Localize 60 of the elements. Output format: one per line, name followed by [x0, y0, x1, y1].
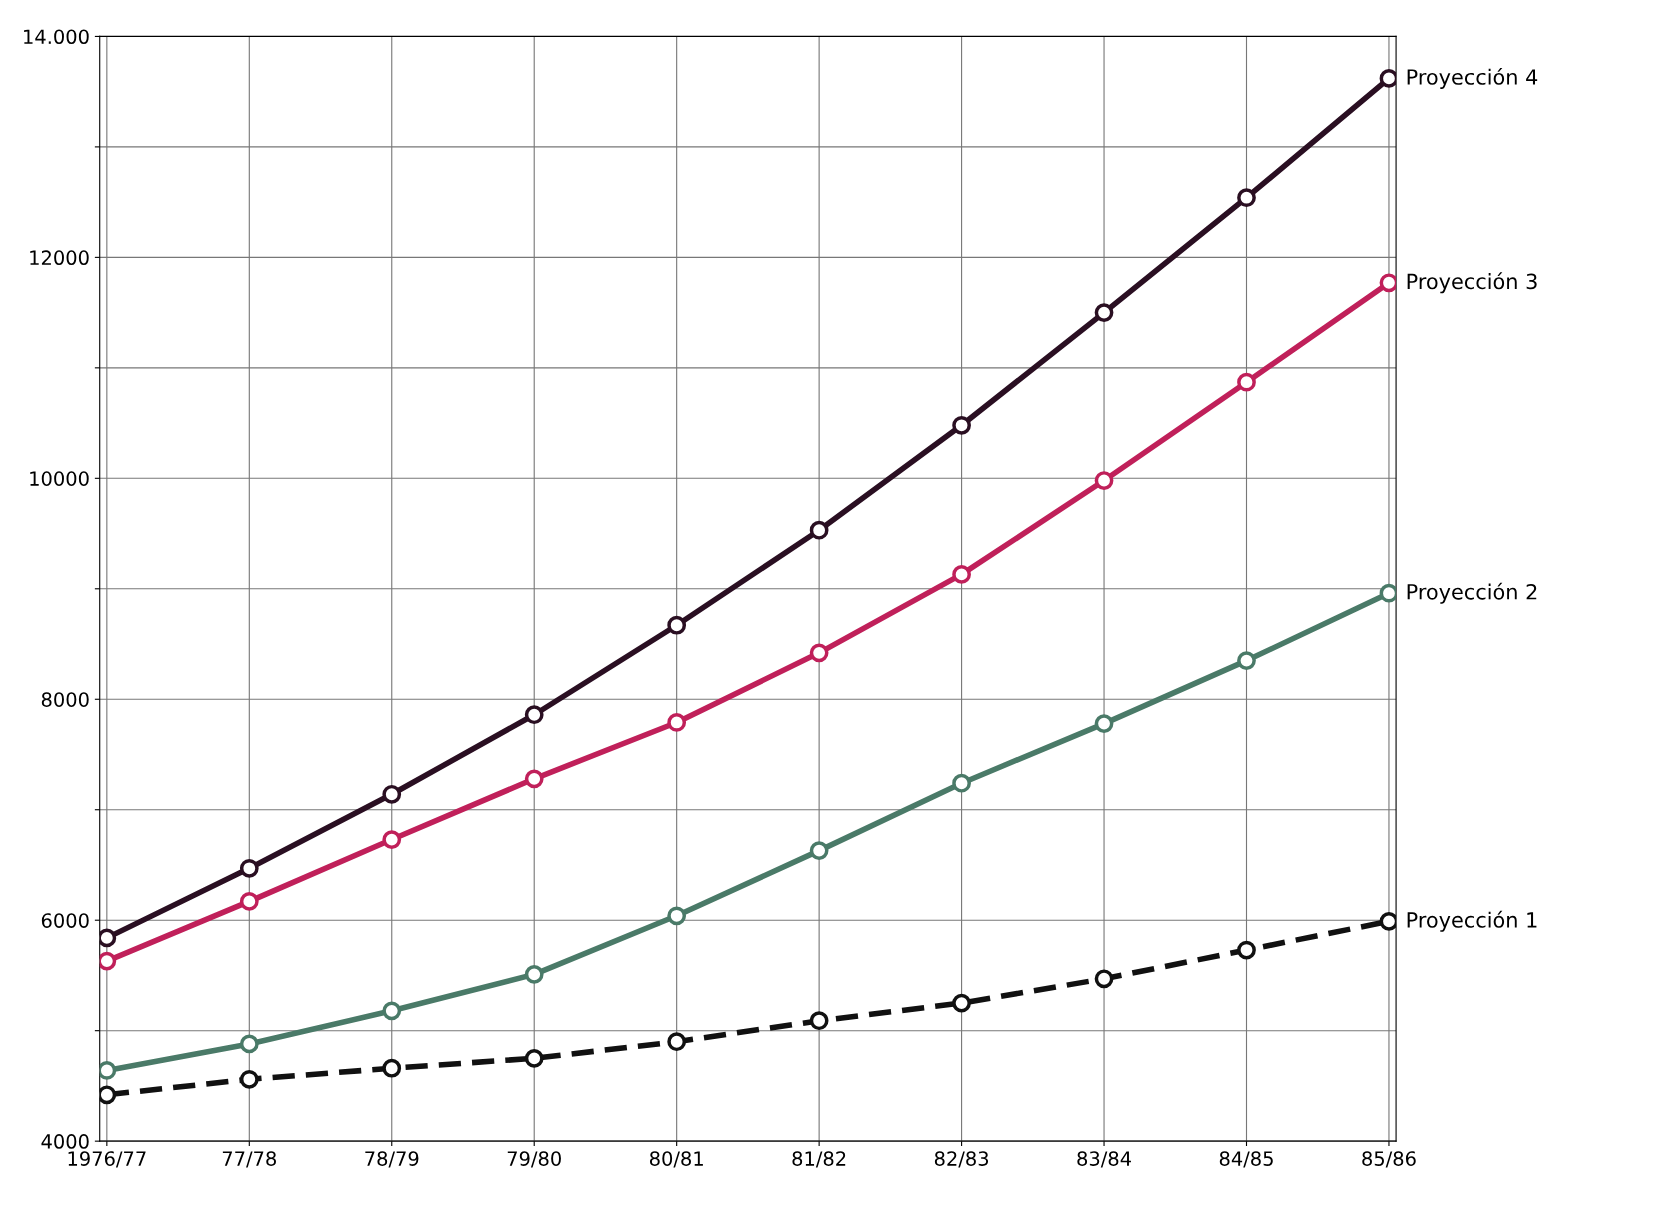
point [1094, 303, 1114, 322]
point [1094, 471, 1114, 490]
point [667, 713, 687, 732]
point [239, 1034, 259, 1054]
series-label: Proyección 4 [1407, 67, 1538, 89]
x-tick-label: 80/81 [649, 1151, 703, 1168]
point [99, 1085, 117, 1105]
point [1237, 940, 1256, 960]
point [809, 520, 829, 540]
point [1237, 188, 1256, 208]
point [239, 858, 259, 878]
y-tick-label: 6000 [41, 913, 89, 928]
point [1094, 969, 1114, 989]
point [1379, 273, 1397, 293]
point [1379, 583, 1397, 603]
x-tick-label: 83/84 [1077, 1151, 1131, 1168]
point [1379, 911, 1397, 931]
y-tick-label: 8000 [41, 692, 89, 707]
point [667, 1032, 687, 1052]
point [382, 830, 402, 849]
series-label: Proyección 2 [1407, 582, 1537, 604]
point [382, 1058, 402, 1078]
point [239, 1069, 259, 1089]
point [809, 1011, 829, 1031]
point [809, 643, 829, 663]
point [524, 705, 544, 725]
x-tick-label: 78/79 [365, 1151, 419, 1168]
x-tick-label: 85/86 [1362, 1151, 1416, 1168]
point [667, 906, 687, 926]
point [99, 928, 117, 948]
y-tick-label: 10000 [30, 471, 89, 486]
point [1094, 714, 1114, 733]
point [952, 993, 971, 1013]
x-tick-label: 82/83 [934, 1151, 989, 1168]
x-tick-label: 77/78 [222, 1151, 276, 1168]
x-tick-label: 79/80 [507, 1151, 561, 1168]
point [809, 841, 829, 860]
series-label: Proyección 1 [1407, 910, 1537, 932]
point [1237, 651, 1256, 670]
series-label: Proyección 3 [1407, 272, 1537, 294]
point [952, 415, 971, 435]
point [1237, 372, 1256, 392]
point [382, 1001, 402, 1021]
y-tick-label: 14.000 [24, 29, 89, 45]
y-tick-label: 4000 [41, 1134, 89, 1149]
point [667, 615, 687, 635]
x-tick-label: 84/85 [1219, 1151, 1273, 1168]
point [239, 892, 259, 911]
point [952, 773, 971, 793]
point [382, 784, 402, 804]
x-tick-label: 81/82 [792, 1151, 846, 1168]
point [524, 769, 544, 789]
point [99, 951, 117, 971]
y-tick-label: 12000 [30, 250, 89, 266]
point [524, 1048, 544, 1068]
point [952, 565, 971, 584]
point [99, 1061, 117, 1080]
x-tick-label: 1976/77 [68, 1151, 146, 1168]
point [524, 964, 544, 984]
point [1379, 69, 1397, 88]
